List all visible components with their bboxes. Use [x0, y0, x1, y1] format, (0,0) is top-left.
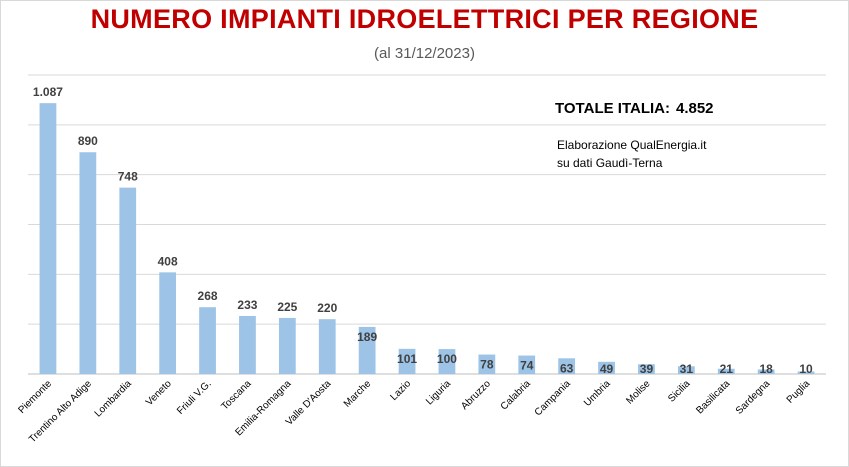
total-annotation: TOTALE ITALIA: 4.852 [555, 100, 714, 117]
value-label: 408 [158, 254, 178, 268]
bar [119, 187, 137, 374]
category-label: Calabria [499, 378, 533, 412]
gridlines [28, 74, 826, 375]
bar [797, 371, 815, 374]
category-label: Sicilia [666, 378, 693, 405]
bar [717, 368, 735, 374]
bar [478, 354, 496, 374]
chart-subtitle: (al 31/12/2023) [374, 45, 475, 62]
source-note: Elaborazione QualEnergia.it su dati Gaud… [557, 136, 757, 172]
value-label: 1.087 [33, 85, 63, 99]
category-label: Marche [342, 378, 374, 410]
chart-title: NUMERO IMPIANTI IDROELETTRICI PER REGION… [90, 4, 759, 34]
bar [757, 369, 775, 374]
value-label: 63 [560, 361, 574, 375]
value-labels: 1.087 890 748 408 268 233 225 220 189 101 100 78 74 6… [33, 85, 813, 376]
value-label: 39 [640, 362, 654, 376]
total-label: TOTALE ITALIA: [555, 100, 670, 117]
value-label: 100 [437, 352, 457, 366]
bar [677, 366, 695, 374]
value-label: 225 [277, 300, 297, 314]
bars [39, 103, 815, 375]
category-label: Umbria [582, 378, 613, 409]
bar [199, 307, 216, 374]
category-label: Lazio [388, 378, 413, 403]
category-label: Puglia [785, 378, 813, 406]
value-label: 49 [600, 362, 614, 376]
bar [358, 326, 376, 374]
category-label: Veneto [144, 378, 174, 408]
category-label: Toscana [219, 378, 253, 412]
value-label: 748 [118, 170, 138, 184]
value-label: 101 [397, 352, 417, 366]
category-label: Molise [624, 378, 653, 407]
value-label: 890 [78, 134, 98, 148]
category-label: Liguria [424, 378, 453, 407]
bar [558, 358, 576, 374]
value-label: 189 [357, 330, 377, 344]
bar [318, 319, 336, 374]
bar [398, 348, 416, 374]
value-label: 31 [680, 362, 694, 376]
value-label: 233 [237, 298, 257, 312]
value-label: 220 [317, 301, 337, 315]
bar [159, 272, 177, 374]
value-label: 10 [799, 362, 813, 376]
value-label: 78 [480, 358, 494, 372]
bar [39, 103, 57, 375]
bar [79, 152, 97, 374]
value-label: 268 [198, 289, 218, 303]
value-label: 18 [759, 362, 773, 376]
total-value: 4.852 [675, 100, 714, 117]
value-label: 21 [720, 362, 734, 376]
category-label: Abruzzo [459, 378, 493, 412]
bar [239, 315, 256, 374]
category-label: Piemonte [16, 378, 54, 416]
value-label: 74 [520, 359, 534, 373]
category-label: Friuli V.G. [175, 378, 214, 417]
category-label: Basilicata [694, 378, 732, 416]
bar [518, 355, 536, 374]
bar [598, 361, 615, 374]
source-line-1: Elaborazione QualEnergia.it [557, 138, 707, 152]
category-label: Lombardia [93, 378, 134, 419]
bar [638, 364, 655, 374]
source-line-2: su dati Gaudì-Terna [557, 156, 663, 170]
bar [438, 349, 456, 374]
bar [278, 317, 296, 374]
category-label: Sardegna [734, 378, 773, 417]
category-label: Campania [533, 378, 573, 418]
